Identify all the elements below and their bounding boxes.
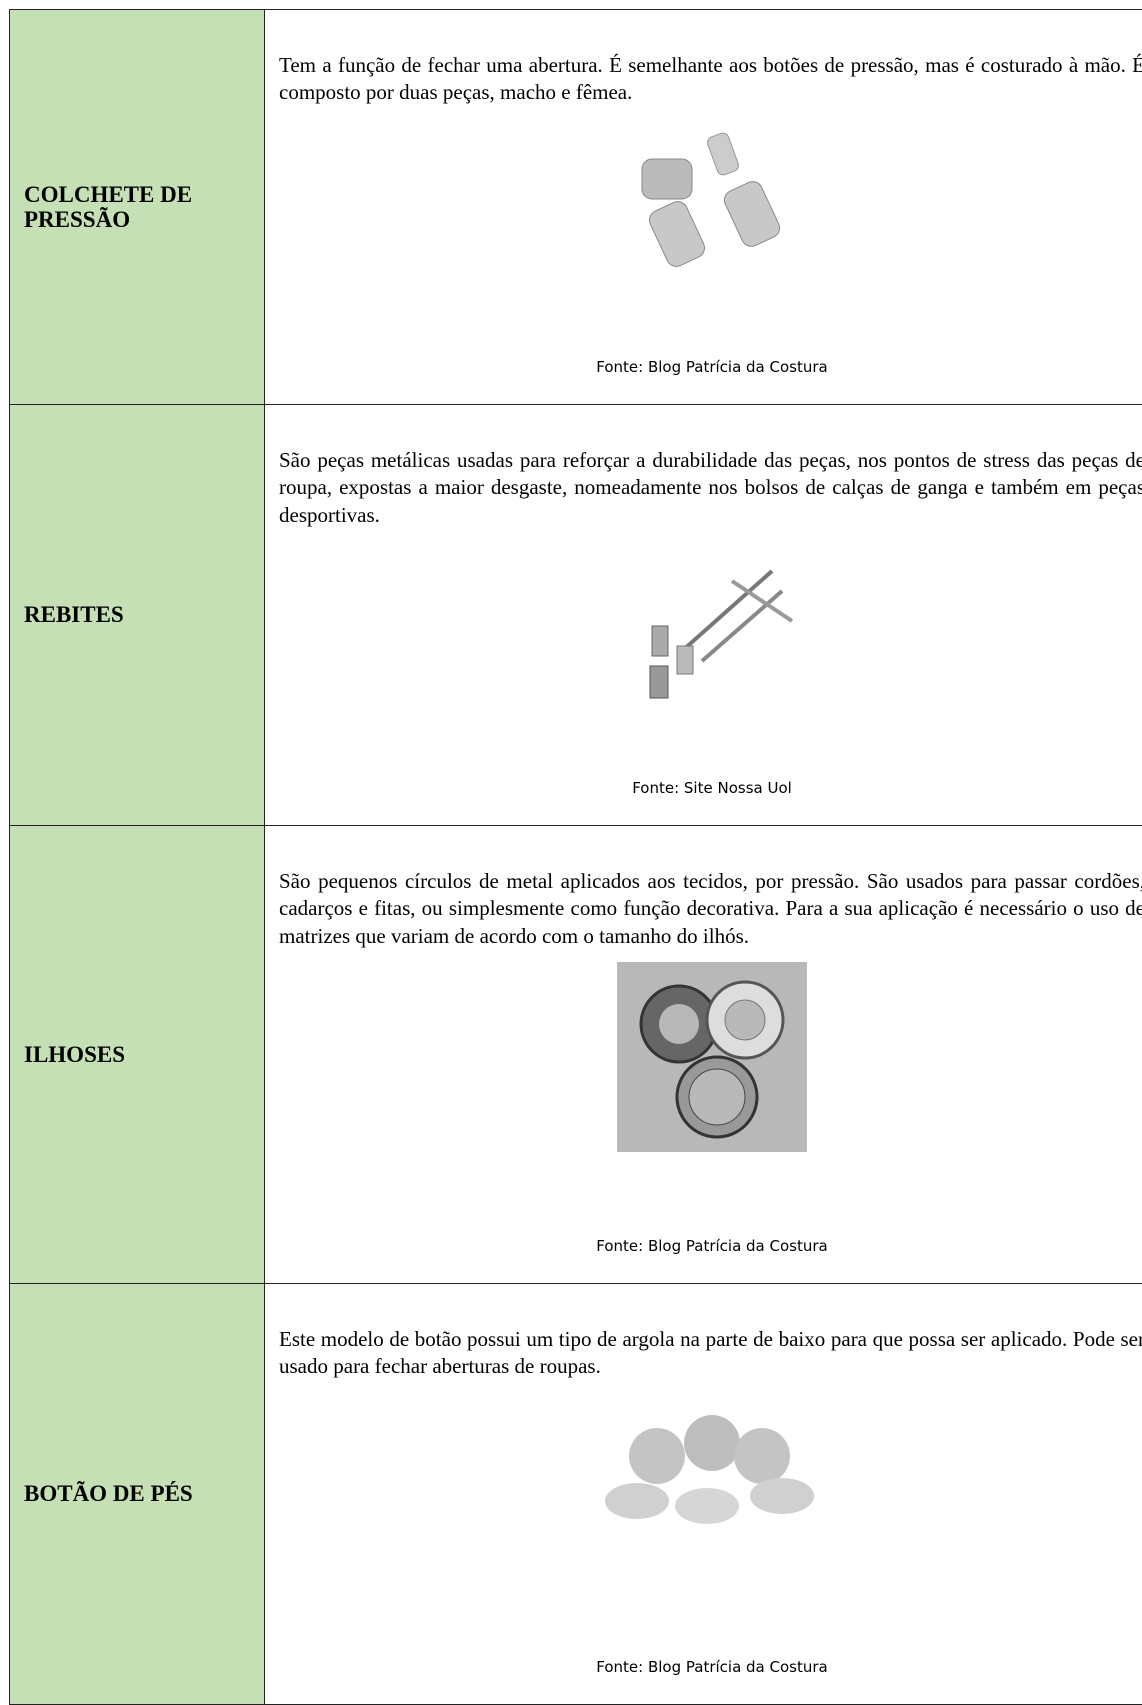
row-label-cell: ILHOSES [9, 826, 265, 1283]
content-cell: São pequenos círculos de metal aplicados… [265, 826, 1142, 1283]
row-label-cell: COLCHETE DE PRESSÃO [9, 10, 265, 404]
table-row: COLCHETE DE PRESSÃO Tem a função de fech… [9, 10, 1142, 405]
content-cell: Tem a função de fechar uma abertura. É s… [265, 10, 1142, 404]
row-label: COLCHETE DE PRESSÃO [24, 181, 193, 232]
table: COLCHETE DE PRESSÃO Tem a função de fech… [9, 9, 1142, 1705]
table-row: BOTÃO DE PÉS Este modelo de botão possui… [9, 1284, 1142, 1705]
description: São pequenos círculos de metal aplicados… [279, 869, 1142, 948]
description: São peças metálicas usadas para reforçar… [279, 448, 1142, 527]
row-label-cell: BOTÃO DE PÉS [9, 1284, 265, 1704]
image [617, 961, 807, 1152]
source-caption: Fonte: Blog Patrícia da Costura [596, 1237, 828, 1255]
source-caption: Fonte: Blog Patrícia da Costura [596, 1658, 828, 1676]
image [649, 569, 794, 699]
content-cell: São peças metálicas usadas para reforçar… [265, 405, 1142, 825]
source-caption: Fonte: Blog Patrícia da Costura [596, 358, 828, 376]
source-caption: Fonte: Site Nossa Uol [632, 779, 792, 797]
image [605, 1414, 814, 1524]
table-row: REBITES São peças metálicas usadas para … [9, 405, 1142, 826]
description: Este modelo de botão possui um tipo de a… [279, 1327, 1142, 1379]
row-label-cell: REBITES [9, 405, 265, 825]
content-cell: Este modelo de botão possui um tipo de a… [265, 1284, 1142, 1704]
image [641, 132, 781, 267]
row-label: BOTÃO DE PÉS [24, 1481, 193, 1507]
table-row: ILHOSES São pequenos círculos de metal a… [9, 826, 1142, 1284]
row-label: REBITES [24, 602, 124, 628]
row-label: ILHOSES [24, 1041, 125, 1067]
description: Tem a função de fechar uma abertura. É s… [279, 53, 1142, 105]
